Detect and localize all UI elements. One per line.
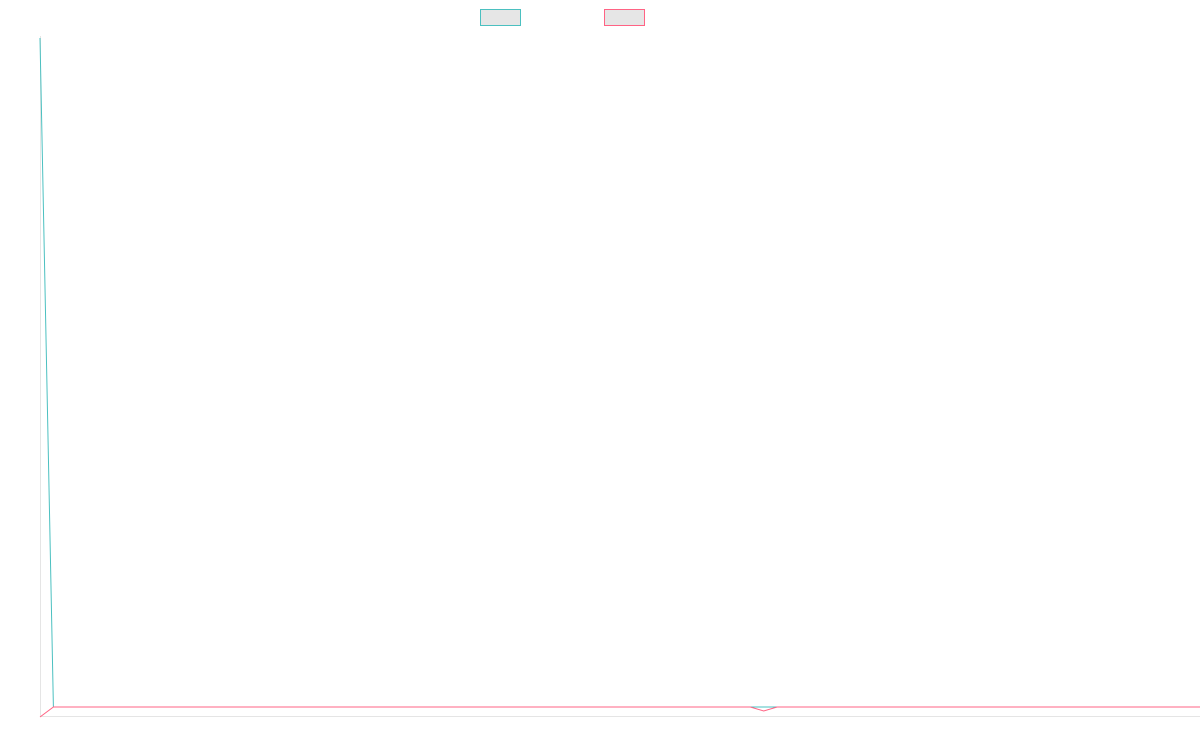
legend-swatch-series-a[interactable] <box>480 9 521 26</box>
legend[interactable] <box>480 9 645 26</box>
series-line-b <box>39 706 1200 718</box>
series-line-a <box>39 37 1200 708</box>
plot-area <box>39 37 1200 718</box>
axes <box>40 36 1200 717</box>
legend-swatch-series-b[interactable] <box>604 9 645 26</box>
